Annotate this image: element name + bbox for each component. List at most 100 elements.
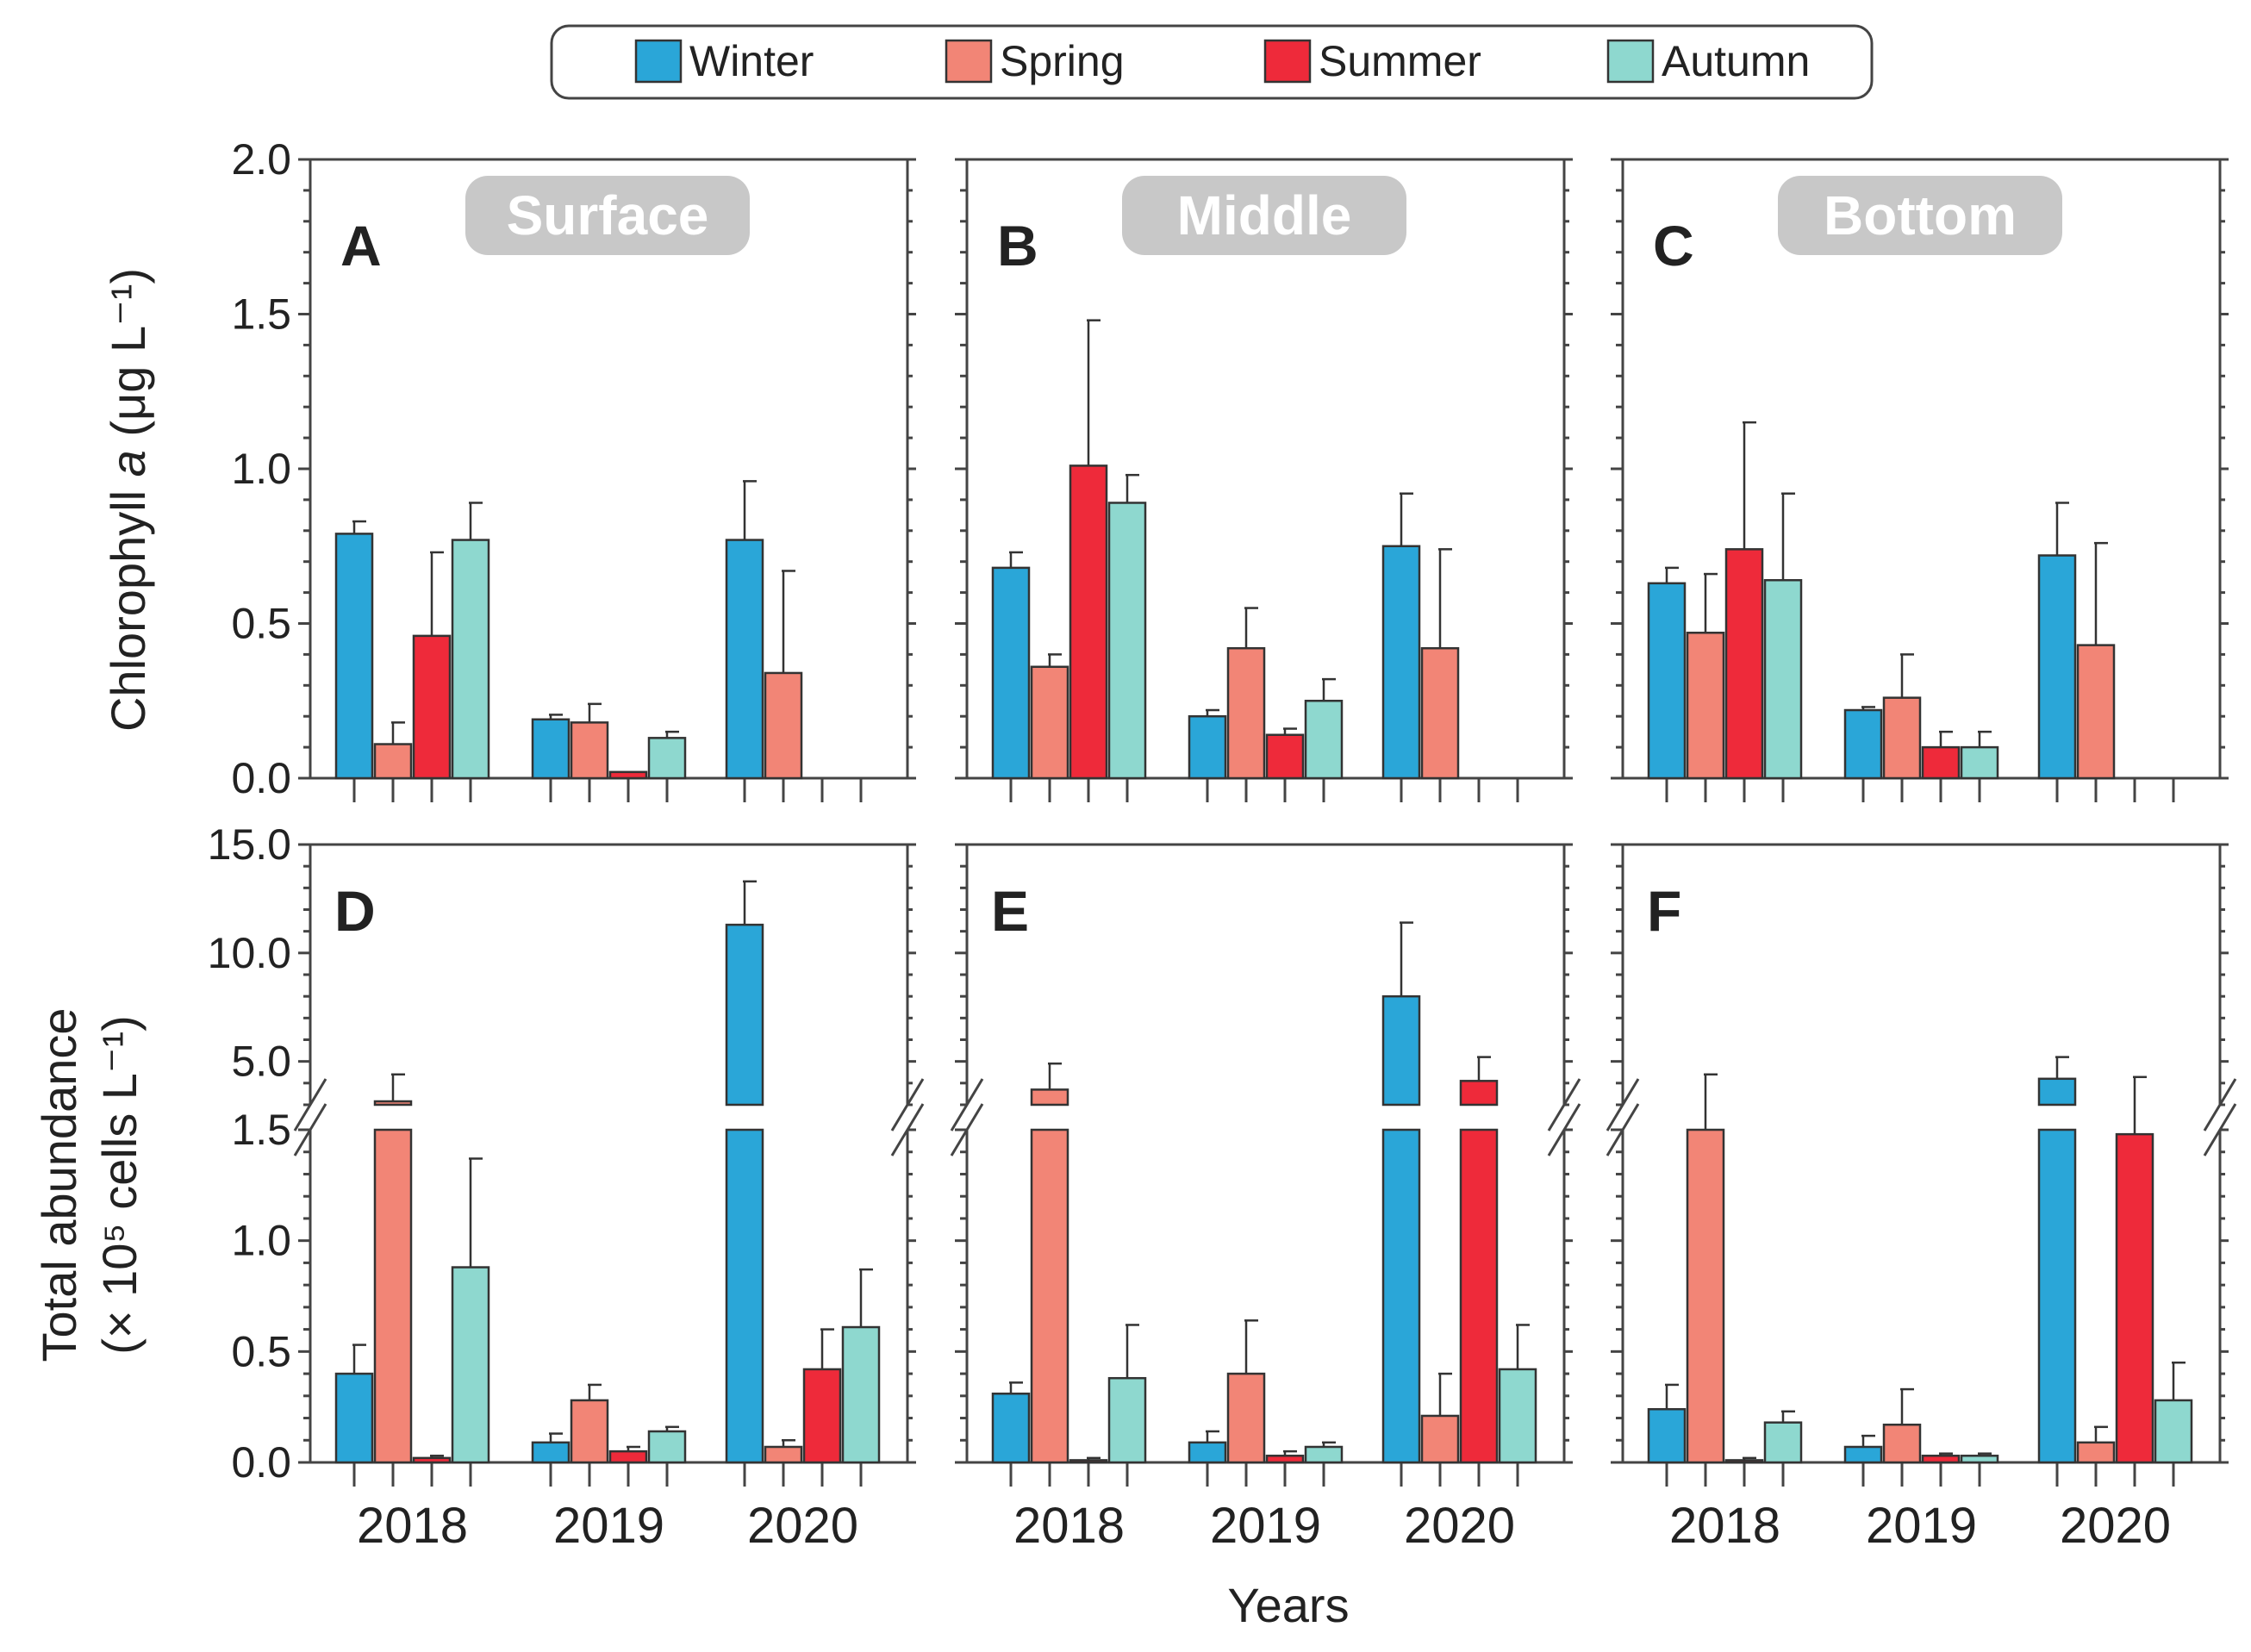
bar-summer [1724,548,1764,780]
bar-summer [1921,745,1961,780]
depth-label-bg [1778,176,2062,255]
bar-summer [1265,733,1305,780]
bar-autumn [1498,1368,1537,1464]
bar-winter [531,718,571,780]
bar-spring [1882,1424,1922,1464]
bar-autumn [2154,1399,2193,1464]
bar-autumn [647,1430,687,1464]
bottom-y-axis-title-line1: Total abundance [32,1007,86,1362]
bar-spring-upper [1030,1088,1069,1107]
bar-winter [1647,582,1687,780]
bar-spring-lower [373,1128,413,1464]
panel-letter: E [991,879,1029,943]
legend-swatch-winter [634,39,683,84]
legend-label-autumn: Autumn [1662,37,1810,85]
x-category-label: 2020 [2060,1498,2171,1554]
x-category-label: 2020 [1404,1498,1515,1554]
depth-label: Surface [507,184,709,246]
bar-winter [991,566,1031,780]
bar-spring [1420,646,1460,780]
y-tick-label: 2.0 [231,135,291,184]
depth-label: Bottom [1824,184,2017,246]
x-category-label: 2020 [747,1498,858,1554]
panel-letter: B [997,214,1038,277]
bar-winter-upper [2037,1077,2077,1107]
bar-summer [608,1449,648,1464]
panels: 0.0 0.5 1.0 1.5 2.0 Surface A Middle B Bottom C 0.0… [208,135,2237,1554]
bar-spring [2076,1441,2116,1464]
bar-autumn [841,1325,881,1464]
bar-winter [531,1441,571,1464]
bar-winter [1647,1407,1687,1464]
panel-f: F 2018 2019 2020 [1606,843,2237,1554]
bar-summer [412,634,452,780]
bar-autumn [1107,1376,1147,1464]
panel-d: 0.0 0.5 1.0 1.5 5.0 10.0 15.0 D 2018 2019 2020 [208,820,925,1554]
bar-summer [1265,1455,1305,1464]
panel-letter: C [1653,214,1694,277]
bar-spring [570,721,609,780]
y-tick-label: 0.0 [231,1438,291,1487]
bar-summer [412,1456,452,1464]
bar-spring-lower [1030,1128,1069,1464]
bar-spring [1226,646,1266,780]
bar-summer [1724,1459,1764,1464]
bar-spring [2076,644,2116,780]
panel-letter: A [340,214,382,277]
bar-winter [1188,1441,1227,1464]
y-tick-label: 1.5 [231,290,291,339]
y-tick-label: 15.0 [208,820,291,869]
bar-winter [991,1392,1031,1464]
depth-label-bg [465,176,750,255]
legend-swatch-spring [945,39,993,84]
bar-summer [608,770,648,780]
bar-winter [725,539,764,780]
bar-winter [334,533,374,780]
bar-spring [1226,1372,1266,1464]
legend-swatch-summer [1263,39,1312,84]
panel-e: E 2018 2019 2020 [950,843,1581,1554]
bar-summer [802,1368,842,1464]
panel-b: Middle B [955,158,1573,802]
bar-autumn [647,737,687,780]
bar-spring [1686,632,1725,780]
x-category-label: 2019 [553,1498,664,1554]
y-tick-label: 0.5 [231,1327,291,1375]
bar-autumn [451,1266,490,1464]
bar-autumn [1960,745,1999,780]
bar-spring [1686,1128,1725,1464]
bar-winter-lower [1381,1128,1421,1464]
legend-swatch-autumn [1606,39,1655,84]
y-tick-label: 10.0 [208,929,291,977]
bar-winter [1381,545,1421,780]
bar-spring-upper [373,1100,413,1107]
bar-spring [1030,665,1069,780]
legend-box [550,24,1874,100]
bar-winter-upper [725,923,764,1107]
depth-label: Middle [1177,184,1352,246]
y-tick-label: 0.5 [231,600,291,648]
x-category-label: 2019 [1210,1498,1321,1554]
bar-winter-upper [1381,994,1421,1107]
bar-autumn [451,539,490,780]
bar-winter [2037,554,2077,780]
bar-autumn [1763,578,1803,780]
bar-summer-upper [1459,1080,1499,1107]
bar-autumn [1960,1455,1999,1464]
legend-label-summer: Summer [1319,37,1481,85]
bar-summer [1921,1455,1961,1464]
bar-autumn [1763,1421,1803,1464]
bar-summer [1069,464,1108,780]
y-tick-label: 1.0 [231,445,291,493]
panel-letter: F [1647,879,1681,943]
bar-spring [764,1445,803,1464]
bar-winter [1188,714,1227,780]
legend-label-spring: Spring [1000,37,1125,85]
x-category-label: 2018 [1013,1498,1125,1554]
x-category-label: 2018 [1669,1498,1780,1554]
top-y-axis-title: Chlorophyll a (μg L⁻¹) [101,268,155,732]
x-category-label: 2019 [1866,1498,1977,1554]
bar-winter-lower [2037,1128,2077,1464]
depth-label-bg [1122,176,1406,255]
legend: Winter Spring Summer Autumn [550,24,1874,100]
